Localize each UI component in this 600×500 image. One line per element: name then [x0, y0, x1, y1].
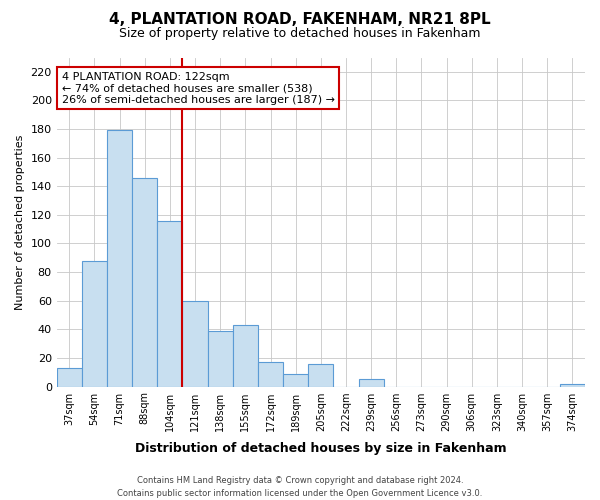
Bar [157, 220, 182, 386]
Bar [283, 374, 308, 386]
Bar [208, 330, 233, 386]
Bar [56, 368, 82, 386]
Bar [359, 380, 384, 386]
Bar [182, 300, 208, 386]
Bar [107, 130, 132, 386]
Bar [560, 384, 585, 386]
Bar [233, 325, 258, 386]
Text: 4, PLANTATION ROAD, FAKENHAM, NR21 8PL: 4, PLANTATION ROAD, FAKENHAM, NR21 8PL [109, 12, 491, 28]
Y-axis label: Number of detached properties: Number of detached properties [15, 134, 25, 310]
Text: 4 PLANTATION ROAD: 122sqm
← 74% of detached houses are smaller (538)
26% of semi: 4 PLANTATION ROAD: 122sqm ← 74% of detac… [62, 72, 335, 105]
Bar [82, 260, 107, 386]
Bar [258, 362, 283, 386]
Bar [308, 364, 334, 386]
Bar [132, 178, 157, 386]
Text: Size of property relative to detached houses in Fakenham: Size of property relative to detached ho… [119, 28, 481, 40]
X-axis label: Distribution of detached houses by size in Fakenham: Distribution of detached houses by size … [135, 442, 506, 455]
Text: Contains HM Land Registry data © Crown copyright and database right 2024.
Contai: Contains HM Land Registry data © Crown c… [118, 476, 482, 498]
